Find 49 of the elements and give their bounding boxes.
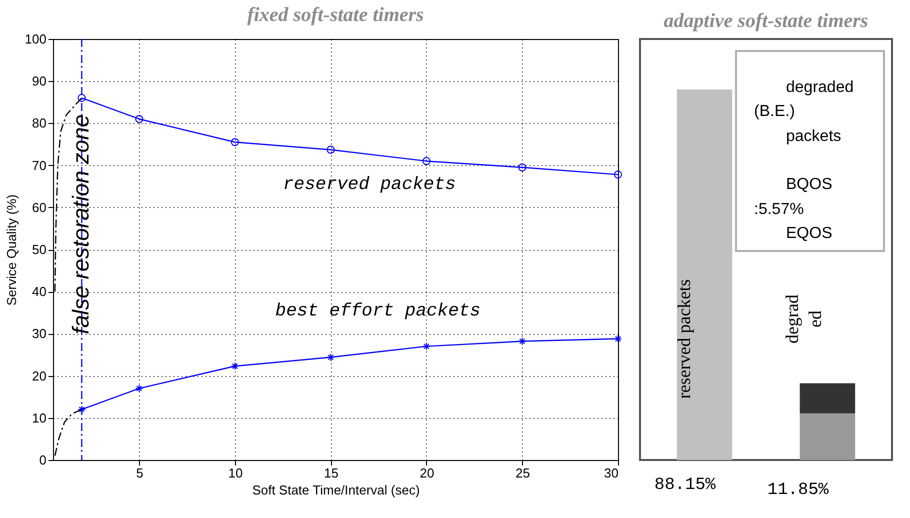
y-tick-label: 100	[24, 32, 46, 46]
point	[78, 405, 86, 414]
chart-title: fixed soft-state timers	[247, 4, 424, 26]
annotation: degrad	[782, 294, 802, 344]
text: 88.15%	[654, 476, 716, 495]
point	[518, 337, 526, 346]
annotation: best effort packets	[275, 302, 480, 322]
point	[326, 146, 335, 154]
point	[614, 170, 622, 179]
annotation: :5.57%	[754, 201, 804, 218]
annotation: reserved packets	[282, 175, 456, 196]
point	[614, 334, 622, 343]
y-tick-label: 90	[32, 74, 46, 89]
y-tick-label: 50	[32, 242, 46, 257]
annotation: packets	[786, 128, 842, 145]
point	[422, 342, 431, 350]
y-tick-label: 0	[39, 452, 46, 468]
annotation: (B.E.)	[754, 103, 795, 120]
point	[78, 94, 86, 102]
y-tick-label: 70	[32, 158, 46, 173]
x-tick-label: 20	[420, 466, 434, 480]
x-tick-label: 30	[604, 466, 618, 480]
annotation: degraded	[786, 79, 854, 96]
y-tick-label: 20	[32, 368, 46, 384]
y-tick-label: 60	[32, 200, 46, 215]
chart-title: adaptive soft-state timers	[664, 10, 868, 32]
annotation: EQOS	[786, 225, 832, 242]
x-tick-label: 25	[516, 466, 530, 480]
y-axis-title: Service Quality (%)	[4, 194, 19, 306]
annotation: false restoration zone	[68, 114, 94, 334]
y-tick-label: 10	[32, 410, 46, 426]
point	[135, 114, 144, 124]
x-tick-label: 10	[228, 466, 243, 480]
point	[422, 157, 431, 166]
annotation: ed	[805, 310, 825, 328]
point	[135, 384, 144, 392]
x-tick-label: 15	[324, 466, 338, 480]
x-tick-label: 5	[136, 466, 144, 480]
annotation: reserved packets	[674, 279, 694, 399]
annotation: BQOS	[786, 176, 832, 193]
y-tick-label: 30	[32, 326, 46, 342]
point	[230, 362, 239, 370]
y-tick-label: 80	[32, 116, 46, 131]
point	[518, 163, 526, 172]
x-axis-title: Soft State Time/Interval (sec)	[252, 482, 420, 498]
text: 11.85%	[767, 481, 830, 500]
y-tick-label: 40	[32, 284, 46, 300]
point	[230, 138, 239, 146]
point	[326, 353, 335, 362]
